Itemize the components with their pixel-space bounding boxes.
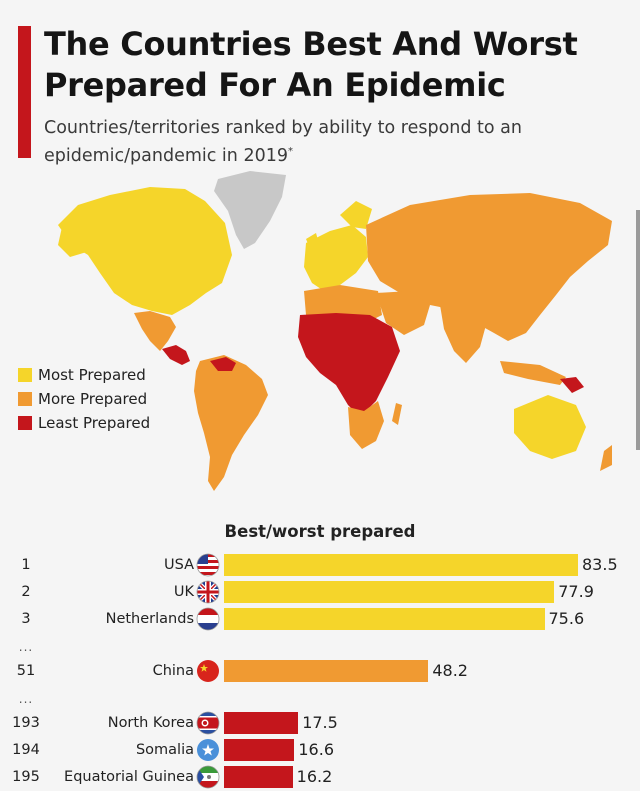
bar	[224, 554, 578, 576]
bar-row-uk: 2 UK 77.9	[0, 579, 640, 605]
map-region-uk	[306, 233, 320, 253]
map-region-new-zealand	[600, 445, 612, 471]
legend-item-least-prepared: Least Prepared	[18, 411, 150, 435]
map-region-south-asia	[440, 305, 486, 363]
map-region-greenland	[214, 171, 286, 249]
rank-label: 194	[12, 742, 40, 758]
legend-swatch-most-prepared	[18, 368, 32, 382]
window-edge	[636, 210, 640, 450]
rank-gap-marker: ...	[18, 640, 34, 654]
bar	[224, 712, 299, 734]
rank-label: 2	[21, 584, 31, 600]
country-label: UK	[173, 584, 194, 600]
so-flag-icon	[197, 739, 219, 761]
bar	[224, 660, 429, 682]
value-label: 77.9	[558, 582, 594, 601]
legend-label: Least Prepared	[38, 414, 151, 432]
map-region-north-africa	[304, 285, 382, 323]
country-label: Netherlands	[105, 611, 194, 627]
subtitle-text: Countries/territories ranked by ability …	[44, 118, 522, 166]
legend-item-most-prepared: Most Prepared	[18, 363, 150, 387]
uk-flag-icon	[196, 580, 220, 604]
kp-flag-icon	[196, 711, 220, 735]
bar	[224, 766, 293, 788]
cn-flag-icon	[197, 660, 219, 682]
rank-label: 3	[21, 611, 31, 627]
rank-label: 1	[21, 557, 31, 573]
map-region-south-america	[194, 355, 268, 491]
bar	[224, 581, 555, 603]
chart-title: The Countries Best And Worst Prepared Fo…	[44, 25, 578, 104]
legend-swatch-more-prepared	[18, 392, 32, 406]
bar	[224, 739, 295, 761]
country-label: North Korea	[107, 715, 194, 731]
map-region-middle-east	[376, 291, 430, 335]
map-region-madagascar	[392, 403, 402, 425]
map-region-mexico	[134, 311, 176, 351]
map-region-scandinavia	[340, 201, 372, 229]
map-region-papua	[560, 377, 584, 393]
legend-swatch-least-prepared	[18, 416, 32, 430]
rank-label: 193	[12, 715, 40, 731]
gq-flag-icon	[196, 765, 220, 789]
value-label: 83.5	[582, 555, 618, 574]
legend-item-more-prepared: More Prepared	[18, 387, 150, 411]
title-accent-bar	[18, 26, 31, 158]
bar-row-north-korea: 193 North Korea 17.5	[0, 710, 640, 736]
map-region-central-africa	[298, 313, 400, 417]
country-label: Equatorial Guinea	[64, 769, 194, 785]
map-region-venezuela	[210, 357, 236, 371]
world-map	[58, 171, 612, 491]
subtitle-footnote-mark: *	[287, 146, 293, 157]
rank-label: 51	[16, 663, 36, 679]
nl-flag-icon	[196, 607, 220, 631]
map-region-central-america	[162, 345, 190, 365]
map-legend: Most Prepared More Prepared Least Prepar…	[18, 363, 150, 435]
bar	[224, 608, 545, 630]
value-label: 75.6	[548, 609, 585, 628]
map-region-southern-africa	[348, 401, 384, 449]
legend-label: Most Prepared	[38, 366, 146, 384]
map-region-australia	[514, 395, 586, 459]
value-label: 16.2	[296, 767, 333, 786]
bar-row-china: 51 China 48.2	[0, 658, 640, 684]
country-label: Somalia	[135, 742, 194, 758]
rank-gap-marker: ...	[18, 692, 34, 706]
value-label: 48.2	[432, 661, 468, 680]
value-label: 16.6	[298, 740, 334, 759]
bar-row-equatorial-guinea: 195 Equatorial Guinea 16.2	[0, 764, 640, 790]
us-flag-icon	[196, 553, 220, 577]
rank-label: 195	[12, 769, 40, 785]
country-label: USA	[163, 557, 194, 573]
bar-row-usa: 1 USA 83.5	[0, 552, 640, 578]
legend-label: More Prepared	[38, 390, 148, 408]
map-region-alaska	[58, 211, 100, 257]
value-label: 17.5	[302, 713, 338, 732]
bar-chart-title: Best/worst prepared	[224, 522, 416, 541]
map-region-north-america	[58, 187, 232, 315]
chart-subtitle: Countries/territories ranked by ability …	[44, 117, 564, 168]
bar-row-somalia: 194 Somalia 16.6	[0, 737, 640, 763]
map-region-europe	[304, 225, 368, 291]
bar-row-netherlands: 3 Netherlands 75.6	[0, 606, 640, 632]
country-label: China	[152, 663, 194, 679]
map-region-indonesia	[500, 361, 566, 385]
